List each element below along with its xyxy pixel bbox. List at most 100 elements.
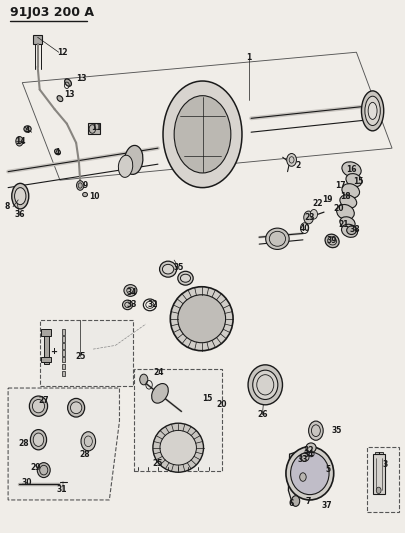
Ellipse shape bbox=[342, 184, 360, 198]
Ellipse shape bbox=[174, 96, 231, 173]
Ellipse shape bbox=[122, 300, 132, 310]
Ellipse shape bbox=[153, 423, 203, 472]
Ellipse shape bbox=[24, 126, 31, 132]
Ellipse shape bbox=[362, 91, 384, 131]
Text: 14: 14 bbox=[15, 137, 26, 146]
Ellipse shape bbox=[151, 384, 168, 403]
Ellipse shape bbox=[68, 399, 85, 417]
Ellipse shape bbox=[340, 195, 357, 208]
Text: 17: 17 bbox=[335, 181, 345, 190]
Text: 20: 20 bbox=[217, 400, 227, 408]
Text: 15: 15 bbox=[353, 177, 364, 185]
Ellipse shape bbox=[32, 400, 45, 413]
Text: 36: 36 bbox=[14, 210, 25, 219]
Text: 39: 39 bbox=[326, 237, 337, 245]
Text: 4: 4 bbox=[25, 126, 30, 135]
Ellipse shape bbox=[178, 295, 226, 343]
Bar bbox=[62, 343, 65, 349]
Circle shape bbox=[77, 181, 84, 190]
Bar bbox=[62, 371, 65, 376]
Bar bbox=[134, 369, 222, 471]
Bar bbox=[62, 329, 65, 335]
Circle shape bbox=[287, 154, 296, 166]
Circle shape bbox=[304, 211, 313, 224]
Text: 7: 7 bbox=[305, 497, 311, 505]
Ellipse shape bbox=[83, 192, 87, 197]
Ellipse shape bbox=[325, 234, 339, 248]
Text: 28: 28 bbox=[18, 439, 29, 448]
Text: 29: 29 bbox=[30, 464, 41, 472]
Ellipse shape bbox=[368, 102, 377, 119]
Ellipse shape bbox=[337, 205, 354, 220]
Bar bbox=[44, 329, 49, 364]
Ellipse shape bbox=[37, 463, 50, 478]
Ellipse shape bbox=[15, 188, 26, 205]
Text: 23: 23 bbox=[305, 213, 315, 222]
Ellipse shape bbox=[163, 81, 242, 188]
Text: 4: 4 bbox=[55, 148, 60, 157]
Text: 35: 35 bbox=[174, 263, 184, 272]
Text: 6: 6 bbox=[288, 499, 293, 508]
Circle shape bbox=[300, 473, 306, 481]
Ellipse shape bbox=[306, 443, 316, 453]
Text: 30: 30 bbox=[21, 478, 32, 487]
Ellipse shape bbox=[124, 285, 137, 296]
Ellipse shape bbox=[33, 433, 44, 446]
Ellipse shape bbox=[65, 79, 71, 86]
Text: 26: 26 bbox=[257, 410, 268, 419]
Ellipse shape bbox=[55, 149, 60, 155]
Ellipse shape bbox=[162, 264, 174, 274]
Bar bbox=[62, 357, 65, 362]
Text: 34: 34 bbox=[126, 288, 137, 296]
Text: 13: 13 bbox=[64, 91, 75, 99]
Text: 2: 2 bbox=[295, 161, 300, 169]
Ellipse shape bbox=[365, 96, 380, 126]
Text: 25: 25 bbox=[152, 459, 162, 468]
Ellipse shape bbox=[253, 370, 278, 400]
Ellipse shape bbox=[342, 162, 361, 177]
Text: 31: 31 bbox=[56, 485, 67, 494]
Ellipse shape bbox=[178, 271, 193, 285]
Text: 38: 38 bbox=[349, 225, 360, 233]
Text: 34: 34 bbox=[303, 450, 314, 458]
Text: 12: 12 bbox=[58, 48, 68, 56]
Text: 3: 3 bbox=[382, 461, 387, 469]
Ellipse shape bbox=[160, 431, 196, 465]
Bar bbox=[41, 357, 51, 362]
Ellipse shape bbox=[341, 224, 358, 237]
Text: 20: 20 bbox=[333, 205, 343, 213]
Text: 15: 15 bbox=[202, 394, 213, 403]
Circle shape bbox=[292, 496, 300, 506]
Text: 91J03 200 A: 91J03 200 A bbox=[10, 6, 94, 19]
Ellipse shape bbox=[30, 430, 47, 450]
Circle shape bbox=[140, 374, 148, 385]
Text: 9: 9 bbox=[83, 181, 87, 190]
Bar bbox=[40, 320, 133, 386]
Circle shape bbox=[81, 432, 96, 451]
Text: 27: 27 bbox=[38, 397, 49, 405]
Text: 32: 32 bbox=[148, 301, 158, 309]
Bar bbox=[33, 35, 42, 44]
Ellipse shape bbox=[347, 226, 356, 235]
Ellipse shape bbox=[346, 174, 362, 187]
Text: 40: 40 bbox=[299, 224, 310, 232]
Polygon shape bbox=[288, 448, 314, 501]
Ellipse shape bbox=[70, 402, 82, 414]
Circle shape bbox=[309, 421, 323, 440]
Ellipse shape bbox=[248, 365, 283, 405]
Circle shape bbox=[16, 136, 23, 146]
Text: 37: 37 bbox=[322, 501, 333, 510]
Text: 18: 18 bbox=[340, 192, 350, 200]
Text: 5: 5 bbox=[326, 465, 330, 473]
Ellipse shape bbox=[57, 95, 63, 102]
Text: 11: 11 bbox=[91, 124, 102, 132]
Bar bbox=[375, 452, 383, 455]
Text: 22: 22 bbox=[313, 199, 323, 208]
Ellipse shape bbox=[118, 155, 133, 177]
Bar bbox=[367, 447, 399, 512]
Text: 1: 1 bbox=[247, 53, 252, 62]
Ellipse shape bbox=[266, 228, 289, 249]
Text: 10: 10 bbox=[89, 192, 99, 200]
Ellipse shape bbox=[171, 287, 233, 351]
Bar bbox=[62, 350, 65, 356]
